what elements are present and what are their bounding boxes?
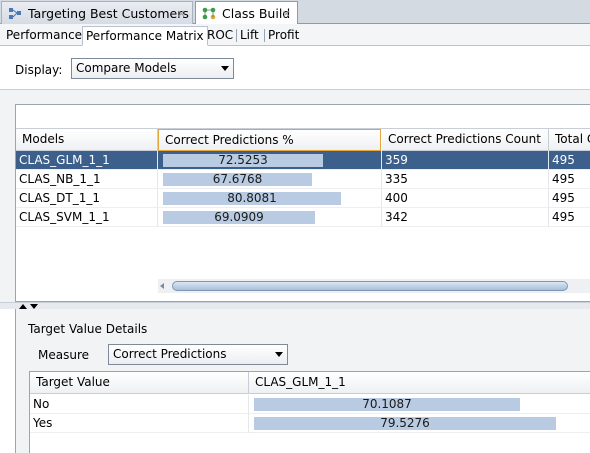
models-grid: Models Correct Predictions % Correct Pre… bbox=[15, 104, 590, 302]
correct-predictions-count-cell: 359 bbox=[382, 151, 549, 170]
total-cell: 495 bbox=[549, 189, 590, 208]
correct-predictions-count-cell: 335 bbox=[382, 170, 549, 189]
target-value-cell: Yes bbox=[30, 414, 249, 433]
model-name-cell: CLAS_GLM_1_1 bbox=[16, 151, 158, 170]
percent-value: 72.5253 bbox=[218, 153, 268, 167]
table-row[interactable]: No 70.1087 bbox=[30, 395, 590, 414]
tab-performance[interactable]: Performance bbox=[6, 28, 83, 42]
percent-value: 79.5276 bbox=[380, 416, 430, 430]
measure-label: Measure bbox=[38, 348, 89, 362]
percent-value: 67.6768 bbox=[212, 172, 263, 186]
column-header-model[interactable]: CLAS_GLM_1_1 bbox=[249, 372, 590, 394]
column-header-correct-predictions-count[interactable]: Correct Predictions Count bbox=[382, 129, 549, 151]
percent-bar bbox=[163, 173, 312, 186]
target-value-details-panel: Target Value Details Measure Correct Pre… bbox=[15, 309, 590, 453]
target-value-cell: No bbox=[30, 395, 249, 414]
percent-bar bbox=[163, 211, 315, 224]
percent-value: 80.8081 bbox=[227, 191, 277, 205]
model-name-cell: CLAS_NB_1_1 bbox=[16, 170, 158, 189]
percent-bar-track: 69.0909 bbox=[163, 211, 383, 224]
close-icon[interactable]: × bbox=[281, 7, 291, 20]
tab-profit[interactable]: Profit bbox=[268, 28, 300, 42]
measure-select[interactable]: Correct Predictions bbox=[108, 344, 288, 365]
workflow-icon bbox=[9, 8, 21, 19]
tab-lift[interactable]: Lift bbox=[240, 28, 259, 42]
table-row[interactable]: CLAS_GLM_1_1 72.5253 359 495 bbox=[16, 151, 590, 170]
column-header-correct-predictions-pct[interactable]: Correct Predictions % bbox=[158, 129, 381, 151]
total-cell: 495 bbox=[549, 151, 590, 170]
model-name-cell: CLAS_SVM_1_1 bbox=[16, 208, 158, 227]
percent-bar-track: 67.6768 bbox=[163, 173, 383, 186]
model-name-cell: CLAS_DT_1_1 bbox=[16, 189, 158, 208]
tab-class-build[interactable]: Class Build × bbox=[195, 1, 298, 25]
display-select-value: Compare Models bbox=[76, 61, 177, 75]
percent-bar bbox=[163, 154, 323, 167]
percent-bar-track: 72.5253 bbox=[163, 154, 383, 167]
percent-bar bbox=[254, 398, 520, 411]
display-label: Display: bbox=[15, 63, 63, 77]
percent-bar bbox=[254, 417, 556, 430]
tab-label: Targeting Best Customers bbox=[28, 6, 189, 21]
percent-bar-track: 80.8081 bbox=[163, 192, 383, 205]
table-row[interactable]: Yes 79.5276 bbox=[30, 414, 590, 433]
class-build-icon bbox=[202, 7, 216, 20]
correct-predictions-pct-cell: 67.6768 bbox=[158, 170, 382, 189]
table-row[interactable]: CLAS_NB_1_1 67.6768 335 495 bbox=[16, 170, 590, 189]
collapse-down-icon[interactable] bbox=[30, 304, 38, 309]
tab-separator bbox=[236, 29, 237, 42]
model-value-cell: 79.5276 bbox=[249, 414, 590, 433]
total-cell: 495 bbox=[549, 170, 590, 189]
tab-roc[interactable]: ROC bbox=[207, 28, 234, 42]
column-header-total[interactable]: Total C bbox=[549, 129, 590, 151]
correct-predictions-count-cell: 342 bbox=[382, 208, 549, 227]
editor-tab-strip: Targeting Best Customers × Class Build × bbox=[0, 0, 590, 25]
correct-predictions-pct-cell: 80.8081 bbox=[158, 189, 382, 208]
scrollbar-thumb[interactable] bbox=[172, 281, 568, 291]
table-row[interactable]: CLAS_DT_1_1 80.8081 400 495 bbox=[16, 189, 590, 208]
collapse-up-icon[interactable] bbox=[19, 304, 27, 309]
tab-separator bbox=[264, 29, 265, 42]
correct-predictions-count-cell: 400 bbox=[382, 189, 549, 208]
percent-bar-track: 70.1087 bbox=[254, 398, 590, 411]
percent-bar-track: 79.5276 bbox=[254, 417, 590, 430]
total-cell: 495 bbox=[549, 208, 590, 227]
models-grid-area: Models Correct Predictions % Correct Pre… bbox=[0, 90, 590, 302]
table-row[interactable]: CLAS_SVM_1_1 69.0909 342 495 bbox=[16, 208, 590, 227]
close-icon[interactable]: × bbox=[176, 7, 186, 20]
percent-value: 70.1087 bbox=[362, 397, 412, 411]
correct-predictions-pct-cell: 69.0909 bbox=[158, 208, 382, 227]
tab-label: Class Build bbox=[222, 6, 291, 21]
display-select[interactable]: Compare Models bbox=[71, 58, 234, 79]
percent-bar bbox=[163, 192, 341, 205]
target-value-grid: Target Value CLAS_GLM_1_1 No 70.1087 Yes 79… bbox=[29, 371, 590, 453]
correct-predictions-pct-cell: 72.5253 bbox=[158, 151, 382, 170]
column-header-target-value[interactable]: Target Value bbox=[30, 372, 249, 394]
tab-performance-matrix[interactable]: Performance Matrix bbox=[82, 26, 208, 46]
model-value-cell: 70.1087 bbox=[249, 395, 590, 414]
display-panel: Display: Compare Models bbox=[0, 46, 590, 90]
column-header-models[interactable]: Models bbox=[16, 129, 158, 151]
scroll-left-icon[interactable] bbox=[160, 283, 164, 289]
panel-splitter[interactable] bbox=[0, 302, 590, 309]
chevron-down-icon bbox=[221, 66, 229, 71]
chevron-down-icon bbox=[275, 352, 283, 357]
result-tabs: Performance Performance Matrix ROC Lift … bbox=[0, 24, 590, 46]
section-title: Target Value Details bbox=[28, 322, 148, 336]
tab-targeting-best-customers[interactable]: Targeting Best Customers × bbox=[1, 1, 193, 24]
grid-toolbar bbox=[16, 105, 590, 129]
measure-select-value: Correct Predictions bbox=[113, 347, 227, 361]
horizontal-scrollbar[interactable] bbox=[158, 279, 590, 293]
percent-value: 69.0909 bbox=[214, 210, 264, 224]
